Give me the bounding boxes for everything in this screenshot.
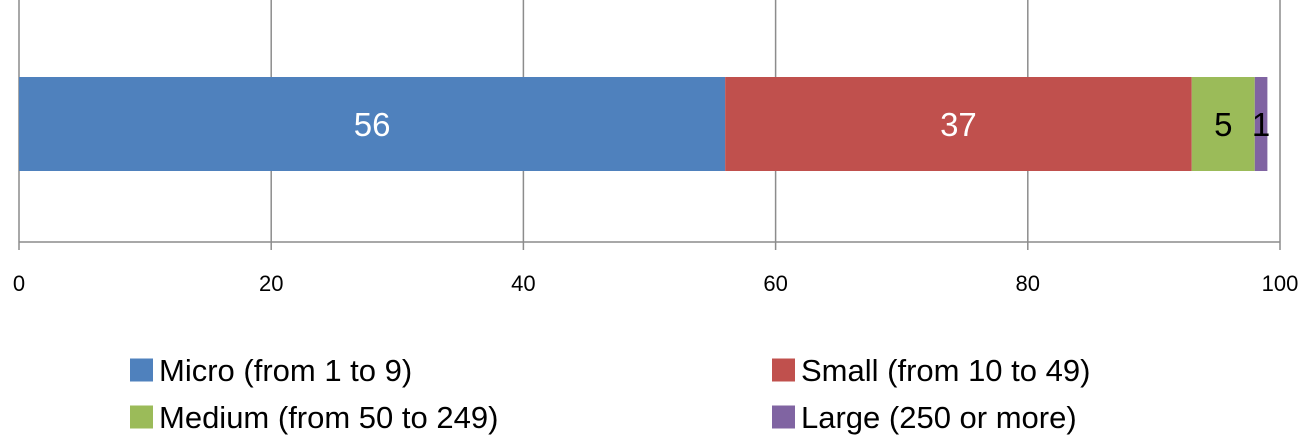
data-label: 56: [354, 106, 391, 143]
bar-segment: [1191, 77, 1255, 171]
x-axis: 0 20 40 60 80 100: [13, 241, 1299, 296]
legend: Micro (from 1 to 9) Small (from 10 to 49)…: [130, 353, 1090, 435]
legend-label: Small (from 10 to 49): [801, 353, 1090, 388]
legend-label: Micro (from 1 to 9): [159, 353, 412, 388]
x-tick-label: 100: [1262, 271, 1299, 296]
legend-label: Medium (from 50 to 249): [159, 400, 498, 435]
bar-segment: [725, 77, 1192, 171]
data-label: 37: [940, 106, 977, 143]
bar-segment: [19, 77, 726, 171]
x-tick-label: 60: [763, 271, 787, 296]
x-tick-label: 20: [259, 271, 283, 296]
x-tick-label: 80: [1016, 271, 1040, 296]
x-tick-label: 40: [511, 271, 535, 296]
bar-segments: [19, 77, 1268, 171]
data-label: 1: [1252, 106, 1270, 143]
x-tick-label: 0: [13, 271, 25, 296]
legend-label: Large (250 or more): [801, 400, 1077, 435]
data-labels: 56 37 5 1: [354, 106, 1271, 143]
data-label: 5: [1214, 106, 1232, 143]
legend-swatch: [772, 405, 795, 429]
legend-swatch: [130, 358, 153, 382]
legend-swatch: [130, 405, 153, 429]
legend-swatch: [772, 358, 795, 382]
bar-segment: [1254, 77, 1268, 171]
